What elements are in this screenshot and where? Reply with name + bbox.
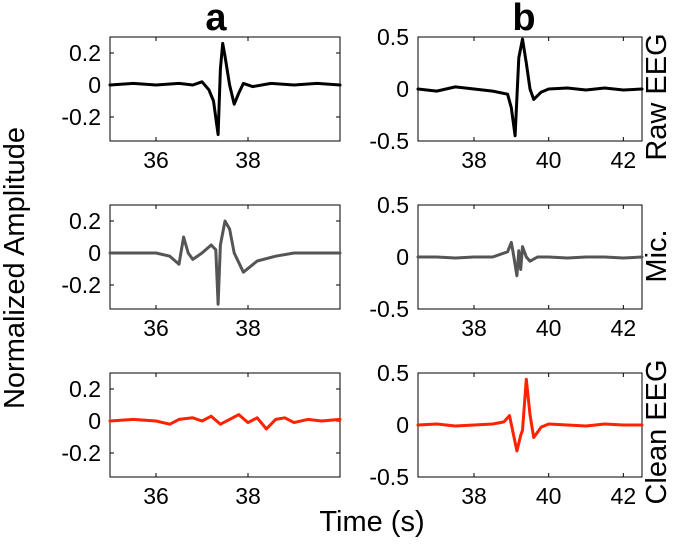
y-tick-label-a-raw-eeg: -0.2 <box>61 104 101 130</box>
panel-label-a: a <box>205 0 227 39</box>
y-tick-label-b-clean-eeg: -0.5 <box>369 464 409 490</box>
series-line-b-raw-eeg <box>416 37 644 138</box>
y-tick-label-b-mic: 0 <box>396 244 409 270</box>
x-tick-label-a-clean-eeg: 38 <box>235 483 261 509</box>
axes-frame-a-raw-eeg <box>109 36 341 142</box>
x-tick-label-a-raw-eeg: 38 <box>235 147 261 173</box>
series-line-b-mic <box>416 240 644 278</box>
panel-a-raw-eeg: 36 38 0.2 0 -0.2 <box>61 36 342 173</box>
series-line-b-clean-eeg <box>416 377 644 453</box>
y-tick-label-a-clean-eeg: -0.2 <box>61 440 101 466</box>
series-line-a-raw-eeg <box>108 41 342 137</box>
y-axis-title: Normalized Amplitude <box>0 127 31 409</box>
y-tick-label-a-clean-eeg: 0.2 <box>69 376 101 402</box>
x-tick-label-a-mic: 38 <box>235 315 261 341</box>
x-tick-label-b-mic: 38 <box>461 315 487 341</box>
y-tick-label-b-clean-eeg: 0.5 <box>377 360 409 386</box>
x-tick-label-b-raw-eeg: 42 <box>611 147 637 173</box>
x-axis-title: Time (s) <box>319 506 424 538</box>
panel-label-b: b <box>512 0 535 39</box>
x-tick-label-b-raw-eeg: 40 <box>536 147 562 173</box>
panels: 36 38 0.2 0 -0.2 38 40 42 0.5 0 -0.5 36 38 0.2 0 -0.2 38… <box>61 24 644 509</box>
y-tick-label-b-raw-eeg: 0 <box>396 76 409 102</box>
row-label-clean-eeg: Clean EEG <box>641 359 673 504</box>
y-tick-label-b-mic: -0.5 <box>369 296 409 322</box>
panel-a-clean-eeg: 36 38 0.2 0 -0.2 <box>61 372 342 509</box>
y-tick-label-b-clean-eeg: 0 <box>396 412 409 438</box>
y-tick-label-a-mic: 0 <box>88 240 101 266</box>
panel-b-mic: 38 40 42 0.5 0 -0.5 <box>369 192 644 341</box>
axes-frame-a-clean-eeg <box>109 372 341 478</box>
y-tick-label-b-mic: 0.5 <box>377 192 409 218</box>
y-tick-label-b-raw-eeg: 0.5 <box>377 24 409 50</box>
x-tick-label-a-mic: 36 <box>143 315 169 341</box>
series-line-a-clean-eeg <box>108 413 342 431</box>
x-tick-label-b-clean-eeg: 38 <box>461 483 487 509</box>
axes-frame-a-mic <box>109 204 341 310</box>
x-tick-label-b-clean-eeg: 40 <box>536 483 562 509</box>
x-tick-label-b-clean-eeg: 42 <box>611 483 637 509</box>
panel-a-mic: 36 38 0.2 0 -0.2 <box>61 204 342 341</box>
x-tick-label-b-raw-eeg: 38 <box>461 147 487 173</box>
x-tick-label-a-raw-eeg: 36 <box>143 147 169 173</box>
y-tick-label-a-raw-eeg: 0 <box>88 72 101 98</box>
y-tick-label-b-raw-eeg: -0.5 <box>369 128 409 154</box>
row-label-mic: Mic. <box>641 229 673 282</box>
y-tick-label-a-mic: -0.2 <box>61 272 101 298</box>
x-tick-label-b-mic: 40 <box>536 315 562 341</box>
row-label-raw-eeg: Raw EEG <box>641 33 673 160</box>
y-tick-label-a-raw-eeg: 0.2 <box>69 40 101 66</box>
y-tick-label-a-mic: 0.2 <box>69 208 101 234</box>
y-tick-label-a-clean-eeg: 0 <box>88 408 101 434</box>
x-tick-label-b-mic: 42 <box>611 315 637 341</box>
x-tick-label-a-clean-eeg: 36 <box>143 483 169 509</box>
panel-b-clean-eeg: 38 40 42 0.5 0 -0.5 <box>369 360 644 509</box>
panel-b-raw-eeg: 38 40 42 0.5 0 -0.5 <box>369 24 644 173</box>
series-line-a-mic <box>108 219 342 306</box>
